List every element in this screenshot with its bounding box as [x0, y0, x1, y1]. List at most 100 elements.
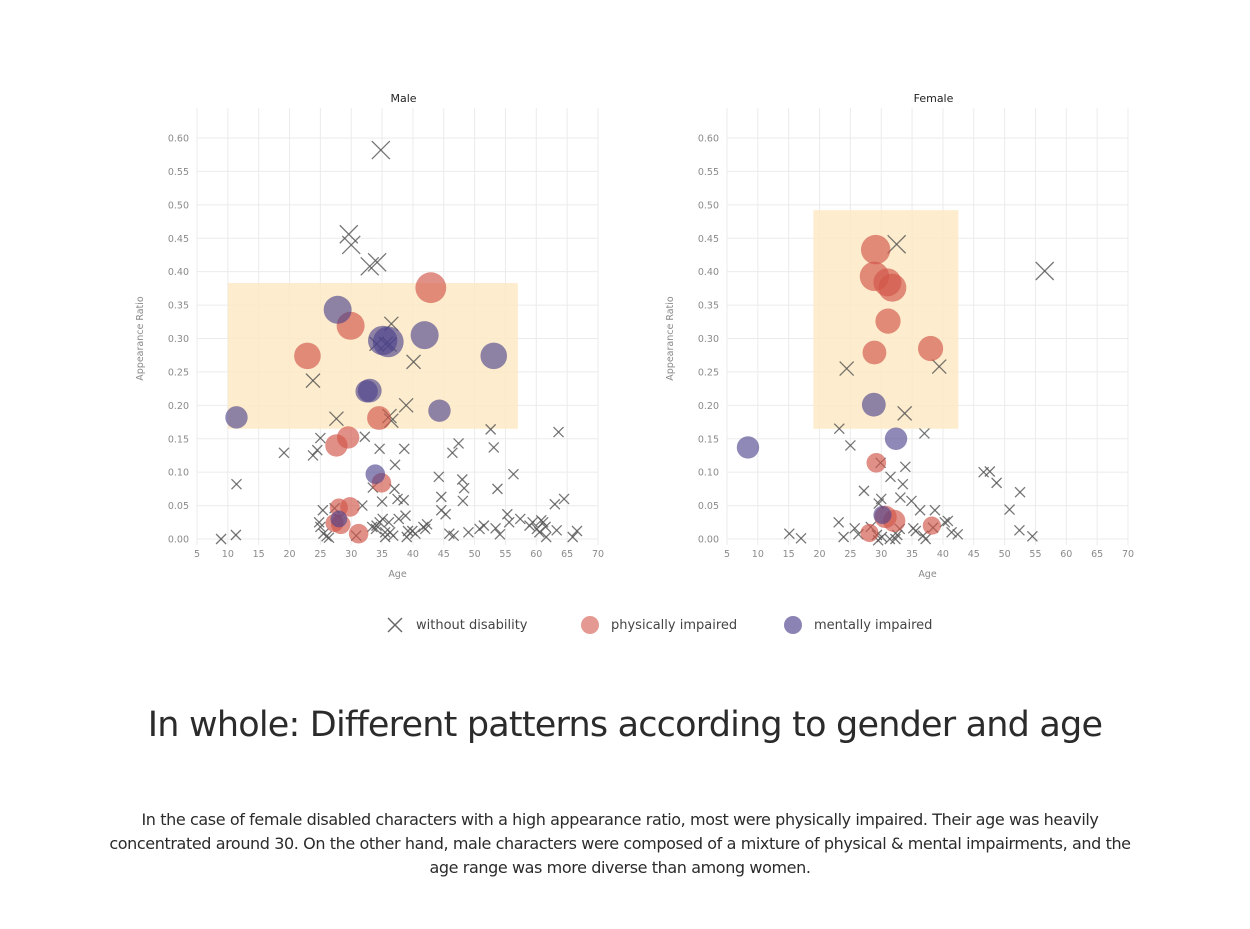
x-mark-stroke: [490, 522, 502, 534]
y-tick-label: 0.15: [698, 434, 719, 445]
x-mark-stroke: [899, 461, 911, 473]
x-mark-stroke: [984, 466, 996, 477]
legend-item-without-disability[interactable]: without disability: [386, 612, 527, 638]
point-without-disability: [379, 531, 391, 543]
x-tick-label: 45: [438, 549, 450, 560]
x-tick-label: 65: [561, 549, 573, 560]
x-tick-label: 20: [283, 549, 295, 560]
point-without-disability: [503, 516, 515, 528]
point-without-disability: [884, 533, 896, 545]
point-without-disability: [899, 461, 911, 473]
x-mark-stroke: [839, 361, 855, 377]
legend-item-mentally-impaired[interactable]: mentally impaired: [784, 612, 932, 638]
x-mark-stroke: [991, 477, 1003, 489]
x-mark-stroke: [872, 534, 884, 546]
point-without-disability: [849, 522, 861, 534]
x-mark-stroke: [387, 530, 399, 542]
point-without-disability: [939, 516, 951, 528]
point-without-disability: [946, 526, 958, 538]
x-mark-stroke: [491, 483, 503, 495]
x-mark-stroke: [392, 493, 403, 505]
female-chart: Female 5 10 15 20 25 30 35 40 45 50 55 60 65 70 0.00 0.0…: [665, 92, 1134, 580]
point-physically-impaired: [866, 453, 887, 473]
y-tick-label: 0.45: [698, 234, 719, 245]
point-without-disability: [360, 256, 380, 276]
y-tick-label: 0.25: [698, 367, 719, 378]
point-without-disability: [929, 504, 941, 516]
point-without-disability: [984, 466, 996, 477]
point-without-disability: [918, 427, 930, 439]
x-mark-stroke: [485, 423, 497, 435]
x-tick-label: 45: [968, 549, 980, 560]
y-tick-label: 0.60: [698, 134, 719, 145]
x-mark-stroke: [946, 526, 958, 538]
x-mark-stroke: [398, 494, 410, 506]
x-mark-stroke: [942, 515, 954, 527]
point-without-disability: [406, 354, 421, 370]
point-physically-impaired: [415, 272, 447, 304]
x-tick-label: 70: [1122, 549, 1134, 560]
x-mark-stroke: [453, 437, 465, 449]
x-mark-stroke: [503, 516, 515, 528]
x-tick-label: 50: [469, 549, 481, 560]
x-tick-label: 35: [376, 549, 388, 560]
x-axis-label: Age: [388, 569, 407, 580]
point-without-disability: [838, 531, 850, 543]
y-tick-label: 0.30: [168, 334, 189, 345]
y-tick-label: 0.15: [168, 434, 189, 445]
point-physically-impaired: [860, 523, 879, 543]
x-tick-label: 40: [407, 549, 419, 560]
body-text: In the case of female disabled character…: [109, 810, 1131, 877]
point-physically-impaired: [878, 273, 907, 302]
y-tick-label: 0.10: [168, 468, 189, 479]
point-without-disability: [323, 532, 335, 544]
x-mark-stroke: [323, 532, 335, 544]
x-mark-stroke: [1014, 486, 1026, 498]
x-mark-stroke: [931, 359, 947, 375]
point-without-disability: [314, 432, 326, 444]
point-without-disability: [833, 423, 845, 435]
point-without-disability: [553, 426, 564, 438]
legend-item-physically-impaired[interactable]: physically impaired: [581, 612, 737, 638]
point-mentally-impaired: [873, 505, 892, 525]
x-mark-stroke: [446, 447, 458, 459]
x-mark-stroke: [918, 427, 930, 439]
x-mark-stroke: [795, 532, 807, 544]
point-without-disability: [374, 443, 386, 455]
point-mentally-impaired: [365, 464, 386, 484]
point-without-disability: [370, 523, 382, 535]
point-without-disability: [230, 529, 242, 541]
point-without-disability: [942, 515, 954, 527]
point-without-disability: [488, 441, 500, 453]
x-mark-stroke: [1013, 524, 1025, 536]
point-without-disability: [317, 504, 329, 516]
y-tick-label: 0.05: [698, 501, 719, 512]
point-without-disability: [339, 224, 359, 244]
point-without-disability: [409, 528, 421, 540]
x-tick-label: 20: [813, 549, 825, 560]
x-mark-stroke: [371, 140, 391, 160]
x-mark-stroke: [838, 531, 850, 543]
point-mentally-impaired: [736, 436, 760, 459]
point-mentally-impaired: [330, 510, 348, 528]
point-without-disability: [379, 526, 391, 538]
y-axis-label: Appearance Ratio: [665, 296, 676, 381]
x-mark-stroke: [230, 529, 242, 541]
y-tick-label: 0.00: [168, 535, 189, 546]
y-tick-label: 0.25: [168, 367, 189, 378]
x-mark-stroke: [374, 443, 386, 455]
point-without-disability: [366, 521, 378, 533]
point-without-disability: [474, 523, 486, 535]
point-without-disability: [433, 471, 445, 483]
point-without-disability: [551, 524, 563, 536]
point-without-disability: [1004, 504, 1016, 516]
point-without-disability: [508, 468, 519, 480]
point-without-disability: [558, 493, 570, 505]
x-mark-stroke: [305, 373, 321, 389]
x-mark-stroke: [328, 411, 344, 427]
y-tick-label: 0.50: [698, 200, 719, 211]
legend-label: physically impaired: [611, 617, 738, 633]
x-tick-label: 70: [592, 549, 604, 560]
x-mark-stroke: [370, 523, 382, 535]
point-without-disability: [398, 443, 410, 455]
